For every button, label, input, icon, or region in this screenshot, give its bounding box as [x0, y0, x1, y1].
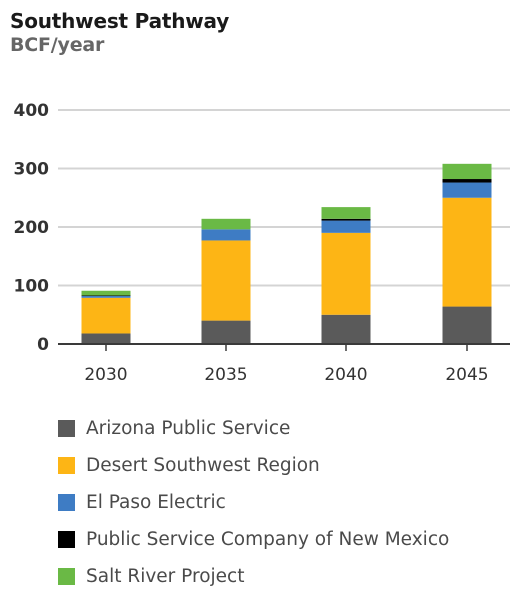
x-tick-label: 2045	[445, 365, 488, 385]
bar-segment-2040-1	[321, 232, 371, 315]
bar-segment-2040-2	[321, 220, 371, 233]
legend-label: Public Service Company of New Mexico	[86, 529, 450, 550]
chart-title: Southwest Pathway	[10, 9, 230, 33]
bar-segment-2030-2	[81, 296, 131, 298]
bar-segment-2045-3	[442, 179, 492, 183]
legend-swatch	[58, 568, 75, 585]
legend-item: Arizona Public Service	[58, 410, 449, 447]
y-tick-label: 200	[14, 218, 50, 238]
bar-stack-2045	[442, 163, 492, 344]
bar-segment-2030-4	[81, 290, 131, 296]
legend-swatch	[58, 420, 75, 437]
bar-segment-2030-3	[81, 295, 131, 297]
legend-item: Salt River Project	[58, 558, 449, 595]
legend-label: Desert Southwest Region	[86, 455, 320, 476]
legend-label: El Paso Electric	[86, 492, 226, 513]
bar-segment-2035-0	[201, 320, 251, 344]
legend-item: El Paso Electric	[58, 484, 449, 521]
x-tick-label: 2040	[324, 365, 367, 385]
bar-segment-2045-1	[442, 197, 492, 307]
bar-segment-2035-2	[201, 229, 251, 241]
bar-segment-2035-1	[201, 240, 251, 321]
bar-stack-2030	[81, 290, 131, 344]
legend-label: Arizona Public Service	[86, 418, 291, 439]
legend-swatch	[58, 494, 75, 511]
x-tick-label: 2030	[84, 365, 127, 385]
legend-label: Salt River Project	[86, 566, 245, 587]
legend-swatch	[58, 457, 75, 474]
bar-segment-2045-2	[442, 182, 492, 198]
x-axis-ticks: 2030 2035 2040 2045	[84, 365, 488, 385]
bar-segment-2040-3	[321, 218, 371, 221]
stacked-bar-chart: 0 100 200 300 400 2030 2035 2040 2045	[14, 101, 510, 385]
y-tick-label: 400	[14, 101, 50, 121]
y-tick-label: 300	[14, 160, 50, 180]
bar-segment-2035-4	[201, 218, 251, 230]
x-axis	[58, 343, 510, 351]
y-tick-label: 0	[37, 335, 49, 355]
bar-segment-2040-4	[321, 207, 371, 219]
bar-stack-2035	[201, 218, 251, 344]
bar-segment-2045-0	[442, 306, 492, 344]
bar-stacks	[81, 163, 492, 344]
legend-item: Desert Southwest Region	[58, 447, 449, 484]
bar-segment-2045-4	[442, 163, 492, 180]
legend-swatch	[58, 531, 75, 548]
y-tick-label: 100	[14, 277, 50, 297]
legend-item: Public Service Company of New Mexico	[58, 521, 449, 558]
bar-segment-2030-0	[81, 333, 131, 344]
bar-segment-2030-1	[81, 297, 131, 334]
bar-segment-2040-0	[321, 314, 371, 344]
chart-subtitle: BCF/year	[10, 34, 105, 56]
y-axis-ticks: 0 100 200 300 400	[14, 101, 50, 355]
bar-stack-2040	[321, 207, 371, 344]
chart-legend: Arizona Public Service Desert Southwest R…	[58, 410, 449, 595]
x-tick-label: 2035	[204, 365, 247, 385]
gridlines	[58, 109, 510, 287]
